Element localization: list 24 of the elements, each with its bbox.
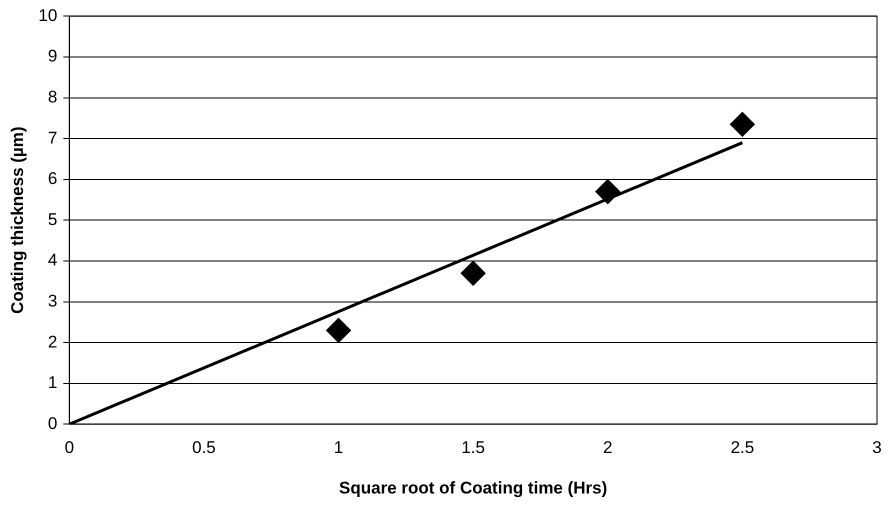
x-tick-label: 0.5: [192, 438, 216, 458]
point: [595, 179, 620, 204]
y-tick-label: 9: [48, 46, 58, 66]
x-tick-label: 3: [872, 438, 882, 458]
y-tick-label: 5: [48, 210, 58, 229]
x-axis-title: Square root of Coating time (Hrs): [339, 478, 608, 498]
x-tick-label: 0: [64, 438, 74, 458]
y-axis-title: Coating thickness (µm): [8, 126, 27, 314]
x-tick-label: 1: [334, 438, 344, 458]
y-tick-label: 10: [38, 6, 58, 25]
point: [460, 260, 486, 286]
point: [730, 112, 755, 137]
y-tick-label: 2: [48, 332, 58, 352]
x-tick-label: 2: [603, 438, 613, 458]
y-tick-label: 3: [48, 291, 58, 310]
x-tick-label: 1.5: [461, 438, 485, 458]
point: [326, 318, 352, 343]
y-tick-label: 1: [48, 373, 58, 392]
y-tick-label: 4: [48, 250, 58, 270]
y-tick-label: 8: [48, 87, 58, 106]
y-tick-label: 7: [48, 128, 58, 148]
x-tick-label: 2.5: [730, 438, 754, 458]
y-tick-label: 6: [48, 169, 58, 188]
y-tick-label: 0: [48, 414, 58, 433]
